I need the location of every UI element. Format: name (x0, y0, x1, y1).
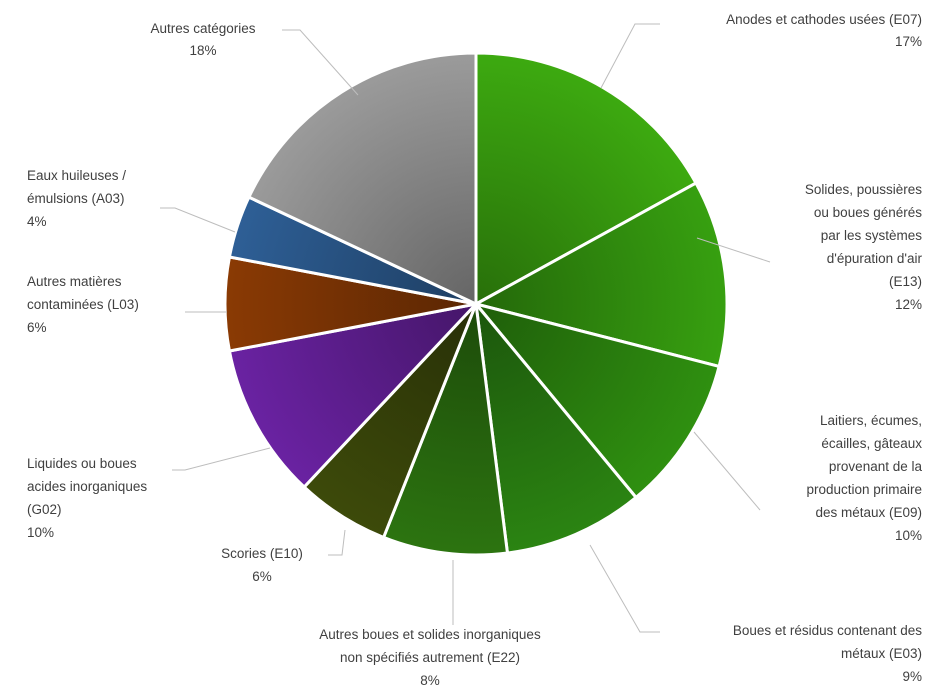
slice-label-line: Boues et résidus contenant des (733, 623, 922, 638)
slice-label-line: d'épuration d'air (827, 251, 923, 266)
slice-label-line: production primaire (806, 482, 922, 497)
leader-line-5 (328, 529, 346, 556)
pie-slice-1 (471, 181, 729, 369)
slice-label-line: Solides, poussières (805, 182, 922, 197)
pie-slice-4 (381, 303, 510, 557)
slice-percent-label: 17% (895, 34, 922, 49)
slice-percent-label: 6% (252, 569, 272, 584)
slice-label-line: (G02) (27, 502, 62, 517)
slice-label-line: provenant de la (829, 459, 923, 474)
leader-line-8 (160, 207, 236, 233)
slice-label-8: Eaux huileuses / émulsions (A03) 4% (27, 168, 126, 229)
slice-percent-label: 18% (189, 43, 216, 58)
slice-label-line: émulsions (A03) (27, 191, 125, 206)
slice-percent-label: 6% (27, 320, 47, 335)
slice-percent-label: 9% (902, 669, 922, 684)
slice-label-line: écailles, gâteaux (821, 436, 922, 451)
slice-label-line: Autres matières (27, 274, 122, 289)
leader-line-1 (696, 237, 771, 263)
slice-percent-label: 10% (895, 528, 922, 543)
slice-label-line: Liquides ou boues (27, 456, 137, 471)
slice-label-2: Laitiers, écumes, écailles, gâteaux proven… (806, 413, 922, 543)
slice-percent-label: 12% (895, 297, 922, 312)
pie-slice-6 (227, 301, 481, 490)
slice-label-line: Anodes et cathodes usées (E07) (726, 12, 922, 27)
slice-label-line: ou boues générés (814, 205, 922, 220)
leader-line-2 (693, 431, 761, 511)
slice-label-5: Scories (E10) 6% (221, 546, 303, 584)
slice-label-line: Scories (E10) (221, 546, 303, 561)
pie-slice-2 (471, 301, 721, 500)
leader-line-9 (282, 29, 359, 96)
slice-label-line: par les systèmes (821, 228, 923, 243)
leader-line-0 (600, 23, 660, 89)
slice-label-line: Autres catégories (150, 21, 255, 36)
slice-percent-label: 8% (420, 673, 440, 688)
slice-label-3: Boues et résidus contenant des métaux (E0… (733, 623, 922, 684)
slice-percent-label: 10% (27, 525, 54, 540)
leader-line-3 (589, 544, 660, 633)
slice-label-7: Autres matières contaminées (L03) 6% (27, 274, 139, 335)
slice-label-9: Autres catégories 18% (150, 21, 255, 58)
slice-label-1: Solides, poussières ou boues générés par l… (805, 182, 923, 312)
slice-label-line: Laitiers, écumes, (820, 413, 922, 428)
leader-line-6 (172, 447, 271, 471)
slice-label-line: contaminées (L03) (27, 297, 139, 312)
slice-label-line: Autres boues et solides inorganiques (319, 627, 541, 642)
slice-percent-label: 4% (27, 214, 47, 229)
slice-label-line: des métaux (E09) (815, 505, 922, 520)
slice-label-6: Liquides ou boues acides inorganiques (G02… (27, 456, 147, 540)
pie-slice-3 (473, 299, 639, 555)
slice-label-line: non spécifiés autrement (E22) (340, 650, 520, 665)
slice-label-line: acides inorganiques (27, 479, 147, 494)
slice-label-line: métaux (E03) (841, 646, 922, 661)
slice-label-4: Autres boues et solides inorganiques non … (319, 627, 541, 688)
pie-slice-9 (246, 51, 478, 307)
pie-slice-0 (474, 51, 698, 307)
slice-label-line: Eaux huileuses / (27, 168, 126, 183)
slice-label-0: Anodes et cathodes usées (E07) 17% (726, 12, 922, 49)
slice-label-line: (E13) (889, 274, 922, 289)
